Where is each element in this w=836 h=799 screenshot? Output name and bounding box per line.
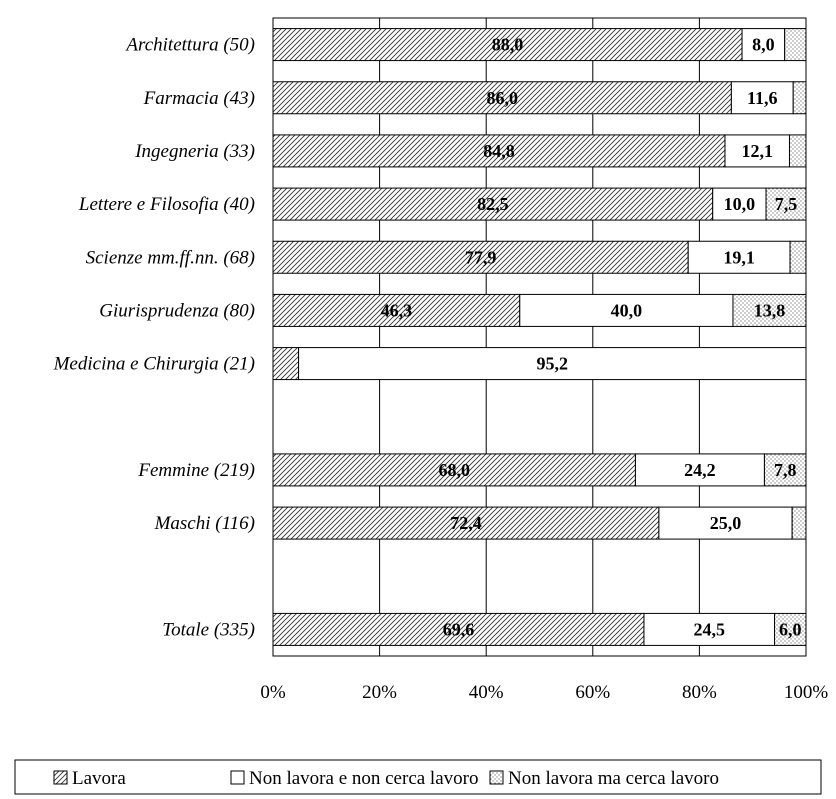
data-label: 95,2 [537,354,569,374]
bar-segment-lavora [272,506,660,540]
data-label: 25,0 [710,513,742,533]
category-label: Giurisprudenza (80) [99,300,255,321]
bar-segment-non-lavora-cerca [763,453,807,487]
bar-segment-non-lavora-non-cerca [712,187,767,221]
bar-segment-non-lavora-non-cerca [658,506,793,540]
bar-segment-lavora [272,240,689,274]
data-label: 24,2 [684,460,716,480]
data-label: 68,0 [438,460,470,480]
data-label: 13,8 [754,300,786,320]
bar-segment-non-lavora-cerca [792,81,807,115]
bar-segment-non-lavora-cerca [732,293,807,327]
category-label: Medicina e Chirurgia (21) [53,354,255,375]
legend-label: Non lavora e non cerca lavoro [249,768,478,789]
data-label: 19,1 [723,247,755,267]
data-label: 10,0 [724,194,756,214]
bars: 88,0 8,0 86,0 11,6 84,8 12,1 82,5 10,0 7,5 77,9 19… [272,28,807,646]
category-label: Farmacia (43) [143,88,255,109]
legend-label: Lavora [72,768,126,789]
legend-swatch-non-lavora-cerca [489,770,504,785]
legend-label: Non lavora ma cerca lavoro [508,768,719,789]
bar-segment-lavora [272,293,521,327]
x-axis-tick-labels: 0% 20% 40% 60% 80% 100% [260,682,828,703]
data-label: 12,1 [741,141,773,161]
bar-segment-lavora [272,28,743,62]
x-tick-label: 20% [362,682,397,703]
data-label: 40,0 [611,300,643,320]
category-label: Architettura (50) [124,35,255,56]
category-label: Scienze mm.ff.nn. (68) [86,247,255,268]
plot-frame [272,17,807,657]
bar-segment-lavora [272,134,726,168]
data-label: 7,8 [774,460,797,480]
bar-segment-non-lavora-cerca [765,187,807,221]
bar-segment-non-lavora-non-cerca [298,347,807,381]
bar-segment-non-lavora-non-cerca [741,28,786,62]
bar-segment-non-lavora-cerca [789,240,807,274]
bar-segment-non-lavora-cerca [774,612,807,646]
data-label: 88,0 [492,35,524,55]
bar-segment-non-lavora-cerca [788,134,807,168]
bar-segment-non-lavora-cerca [791,506,807,540]
data-label: 86,0 [486,88,518,108]
legend: Lavora Non lavora e non cerca lavoro Non l… [14,759,822,795]
bar-segment-non-lavora-non-cerca [519,293,734,327]
bar-segment-non-lavora-cerca [784,28,807,62]
data-label: 69,6 [443,619,475,639]
category-labels: Architettura (50) Farmacia (43) Ingegneria… [53,35,255,641]
grid-lines [272,17,807,657]
data-label: 24,5 [694,619,726,639]
bar-segment-non-lavora-non-cerca [643,612,776,646]
data-label: 11,6 [747,88,778,108]
x-tick-label: 60% [575,682,610,703]
x-tick-label: 80% [682,682,717,703]
data-label: 77,9 [465,247,497,267]
legend-swatch-non-lavora-non-cerca [230,770,245,785]
bar-segment-non-lavora-non-cerca [634,453,765,487]
legend-swatch-lavora [53,770,68,785]
legend-box [14,759,822,795]
data-label: 82,5 [477,194,509,214]
category-label: Ingegneria (33) [134,141,255,162]
bar-segment-lavora [272,347,300,381]
data-label: 8,0 [752,35,775,55]
data-label: 72,4 [450,513,482,533]
category-label: Totale (335) [162,619,255,640]
data-label: 46,3 [381,300,413,320]
x-tick-label: 40% [469,682,504,703]
data-label: 6,0 [779,619,802,639]
x-tick-label: 0% [260,682,286,703]
category-label: Maschi (116) [154,513,255,534]
data-label: 7,5 [775,194,798,214]
category-label: Femmine (219) [137,460,255,481]
data-label: 84,8 [483,141,515,161]
category-label: Lettere e Filosofia (40) [78,194,255,215]
x-tick-label: 100% [784,682,829,703]
bar-segment-lavora [272,453,636,487]
